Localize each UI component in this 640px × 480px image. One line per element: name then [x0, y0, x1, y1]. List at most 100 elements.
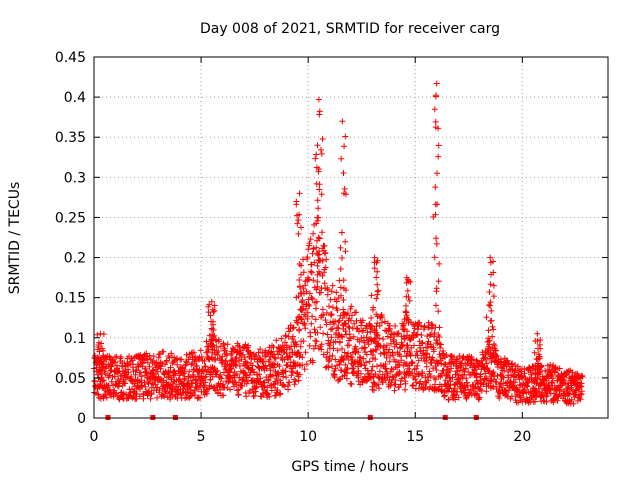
- data-point: [192, 353, 199, 360]
- data-point: [357, 370, 364, 377]
- data-point: [337, 338, 343, 345]
- plot-frame: [93, 56, 609, 419]
- data-point: [323, 354, 330, 361]
- data-point: [340, 357, 347, 364]
- data-point: [236, 363, 243, 369]
- data-point: [430, 214, 437, 220]
- data-point: [307, 333, 314, 340]
- data-point: [432, 118, 439, 125]
- data-point: [238, 356, 245, 363]
- data-point: [392, 381, 399, 388]
- data-point: [241, 369, 248, 376]
- data-point: [341, 185, 348, 192]
- data-point: [431, 333, 437, 340]
- data-point: [228, 365, 235, 372]
- data-point: [290, 333, 296, 340]
- data-point: [320, 311, 327, 318]
- data-point: [371, 265, 378, 272]
- data-point: [333, 289, 340, 296]
- data-point: [215, 336, 222, 343]
- data-point: [467, 386, 474, 393]
- data-point: [431, 254, 438, 261]
- data-point: [318, 346, 325, 353]
- data-point: [387, 382, 394, 389]
- data-point: [406, 297, 413, 304]
- data-point: [314, 142, 321, 149]
- y-tick-label: 0.45: [55, 50, 86, 66]
- data-point: [485, 368, 492, 375]
- data-point: [374, 288, 381, 295]
- data-point: [381, 318, 388, 325]
- data-point: [402, 380, 409, 387]
- data-point: [306, 290, 313, 297]
- data-point: [317, 289, 324, 296]
- data-point: [564, 380, 571, 387]
- data-point: [425, 338, 432, 345]
- data-point: [96, 348, 103, 355]
- data-point: [374, 268, 381, 275]
- data-point: [323, 256, 330, 263]
- data-point: [436, 334, 443, 340]
- data-point: [313, 151, 320, 158]
- data-point: [324, 349, 331, 356]
- data-point: [370, 347, 377, 354]
- data-point: [342, 328, 349, 335]
- data-point: [425, 377, 432, 384]
- x-tick-label: 5: [197, 429, 206, 445]
- data-point: [363, 351, 370, 358]
- data-point: [419, 339, 426, 346]
- y-tick-label: 0.25: [55, 210, 86, 226]
- data-point: [322, 264, 329, 271]
- data-point: [441, 392, 448, 399]
- data-point: [95, 391, 102, 398]
- data-point: [318, 146, 324, 153]
- data-point: [335, 319, 342, 325]
- data-point: [253, 384, 259, 391]
- x-tick-label: 20: [513, 429, 531, 445]
- data-point: [433, 240, 440, 247]
- data-point: [303, 288, 310, 295]
- data-point: [125, 369, 132, 376]
- data-point: [306, 342, 313, 349]
- data-point: [322, 249, 329, 256]
- data-point: [557, 386, 564, 393]
- data-point: [149, 367, 156, 374]
- data-point: [268, 387, 275, 394]
- data-point: [209, 306, 216, 313]
- data-point: [464, 379, 471, 386]
- data-point: [346, 342, 353, 349]
- data-point: [186, 384, 193, 391]
- y-tick-label: 0.35: [55, 130, 86, 146]
- data-point: [313, 298, 320, 305]
- data-point: [106, 372, 113, 379]
- data-point: [293, 294, 300, 301]
- data-point: [455, 394, 462, 401]
- data-point: [517, 394, 524, 401]
- data-point: [213, 344, 220, 351]
- data-point: [289, 369, 296, 376]
- data-point: [345, 350, 352, 357]
- data-point: [190, 367, 197, 373]
- data-point: [294, 320, 301, 326]
- data-point: [202, 379, 209, 386]
- data-point: [302, 349, 309, 356]
- data-point: [426, 332, 433, 339]
- data-point: [314, 197, 321, 204]
- data-point: [338, 155, 345, 162]
- data-point: [328, 288, 335, 295]
- data-point: [339, 255, 345, 261]
- data-point: [335, 325, 342, 332]
- data-point: [402, 308, 409, 315]
- data-point: [367, 374, 374, 381]
- data-point: [538, 363, 545, 370]
- data-point: [353, 346, 360, 352]
- data-point: [496, 395, 503, 401]
- data-point: [310, 230, 317, 237]
- data-point: [354, 326, 361, 332]
- data-point: [414, 326, 421, 333]
- data-point: [249, 386, 256, 393]
- data-point: [136, 393, 143, 400]
- data-point: [340, 170, 347, 176]
- data-point: [274, 370, 281, 377]
- data-point: [298, 224, 304, 231]
